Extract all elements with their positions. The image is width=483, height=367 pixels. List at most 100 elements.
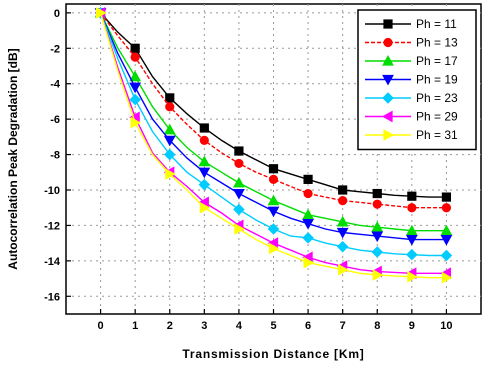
data-point — [234, 146, 244, 156]
data-point — [165, 93, 175, 103]
data-point — [233, 176, 245, 188]
data-point — [441, 203, 452, 213]
legend-label: Ph = 29 — [416, 110, 458, 124]
data-point — [303, 174, 313, 184]
y-tick-label: -8 — [50, 150, 60, 162]
data-point — [130, 43, 140, 53]
x-tick-label: 1 — [132, 320, 138, 332]
y-tick-label: -14 — [44, 256, 61, 268]
data-point — [371, 246, 384, 258]
data-point — [199, 135, 209, 145]
data-point — [129, 82, 142, 94]
data-point — [336, 215, 349, 227]
legend-label: Ph = 13 — [416, 36, 458, 50]
y-axis-title: Autocorrelation Peak Degradation [dB] — [6, 48, 20, 269]
x-tick-label: 4 — [236, 320, 243, 332]
legend-item: Ph = 11 — [365, 17, 457, 31]
data-point — [338, 196, 348, 206]
x-tick-label: 10 — [440, 320, 452, 332]
series-ph-31 — [95, 6, 453, 284]
data-point — [267, 206, 280, 218]
legend-item: Ph = 23 — [365, 91, 458, 105]
data-point — [338, 263, 349, 276]
data-point — [129, 93, 141, 106]
data-point — [440, 249, 453, 262]
data-point — [302, 232, 314, 244]
data-point — [165, 102, 175, 112]
data-point — [267, 223, 280, 235]
data-point — [198, 178, 211, 191]
y-tick-label: -10 — [44, 185, 60, 197]
legend-item: Ph = 13 — [365, 36, 458, 50]
data-point — [303, 188, 313, 199]
legend-item: Ph = 31 — [365, 128, 458, 142]
data-point — [336, 227, 349, 239]
legend-label: Ph = 31 — [416, 128, 458, 142]
x-tick-label: 2 — [167, 320, 173, 332]
x-axis-title: Transmission Distance [Km] — [182, 347, 364, 361]
x-tick-label: 9 — [409, 320, 415, 332]
y-tick-label: -12 — [44, 220, 60, 232]
x-tick-label: 0 — [98, 320, 104, 332]
data-point — [199, 123, 209, 133]
data-point — [199, 201, 211, 214]
data-point — [440, 224, 453, 236]
data-point — [372, 199, 382, 209]
y-tick-label: -4 — [50, 79, 61, 91]
data-point — [163, 123, 176, 135]
legend-label: Ph = 11 — [416, 17, 457, 31]
legend-marker — [383, 129, 395, 141]
data-point — [405, 224, 418, 236]
data-point — [267, 194, 280, 206]
data-point — [95, 6, 107, 19]
data-point — [407, 270, 418, 283]
data-point — [234, 223, 245, 235]
legend-marker — [381, 110, 393, 123]
y-tick-label: -2 — [50, 43, 60, 55]
data-point — [163, 135, 176, 147]
data-point — [165, 168, 176, 180]
data-point — [233, 188, 245, 200]
data-series — [94, 6, 453, 284]
data-point — [163, 148, 176, 161]
data-point — [234, 158, 244, 169]
data-point — [268, 242, 280, 255]
x-tick-label: 3 — [201, 320, 207, 332]
legend-label: Ph = 23 — [416, 91, 458, 105]
data-point — [371, 231, 384, 243]
data-point — [302, 219, 314, 230]
data-point — [198, 167, 211, 179]
x-tick-label: 8 — [374, 320, 380, 332]
data-point — [371, 221, 384, 232]
legend-marker — [383, 37, 393, 48]
data-point — [303, 256, 315, 269]
data-point — [129, 70, 142, 82]
data-point — [268, 164, 279, 174]
data-point — [268, 174, 279, 184]
legend-label: Ph = 19 — [416, 73, 458, 87]
legend-marker — [383, 19, 393, 29]
data-point — [336, 240, 349, 253]
legend: Ph = 11 Ph = 13 Ph = 17 Ph = 19 Ph = 23 Ph = … — [357, 9, 477, 151]
series-ph-11 — [95, 8, 452, 202]
x-tick-label: 6 — [305, 320, 311, 332]
data-point — [130, 116, 142, 129]
y-axis-ticks: 0 -2 -4 -6 -8 -10 -12 -14 -16 — [44, 8, 71, 303]
legend-marker — [382, 92, 394, 104]
data-point — [233, 203, 245, 216]
data-point — [407, 191, 417, 201]
data-point — [441, 192, 452, 202]
legend-item: Ph = 19 — [365, 73, 458, 87]
x-tick-label: 7 — [340, 320, 346, 332]
legend-marker — [382, 74, 394, 86]
data-point — [406, 248, 418, 261]
data-point — [338, 185, 348, 195]
data-point — [372, 269, 384, 281]
data-point — [407, 203, 417, 213]
series-line — [100, 12, 447, 209]
data-point — [405, 234, 418, 246]
data-point — [440, 234, 453, 246]
x-axis-ticks: 0 1 2 3 4 5 6 7 8 9 10 — [98, 309, 453, 332]
data-point — [372, 188, 382, 199]
